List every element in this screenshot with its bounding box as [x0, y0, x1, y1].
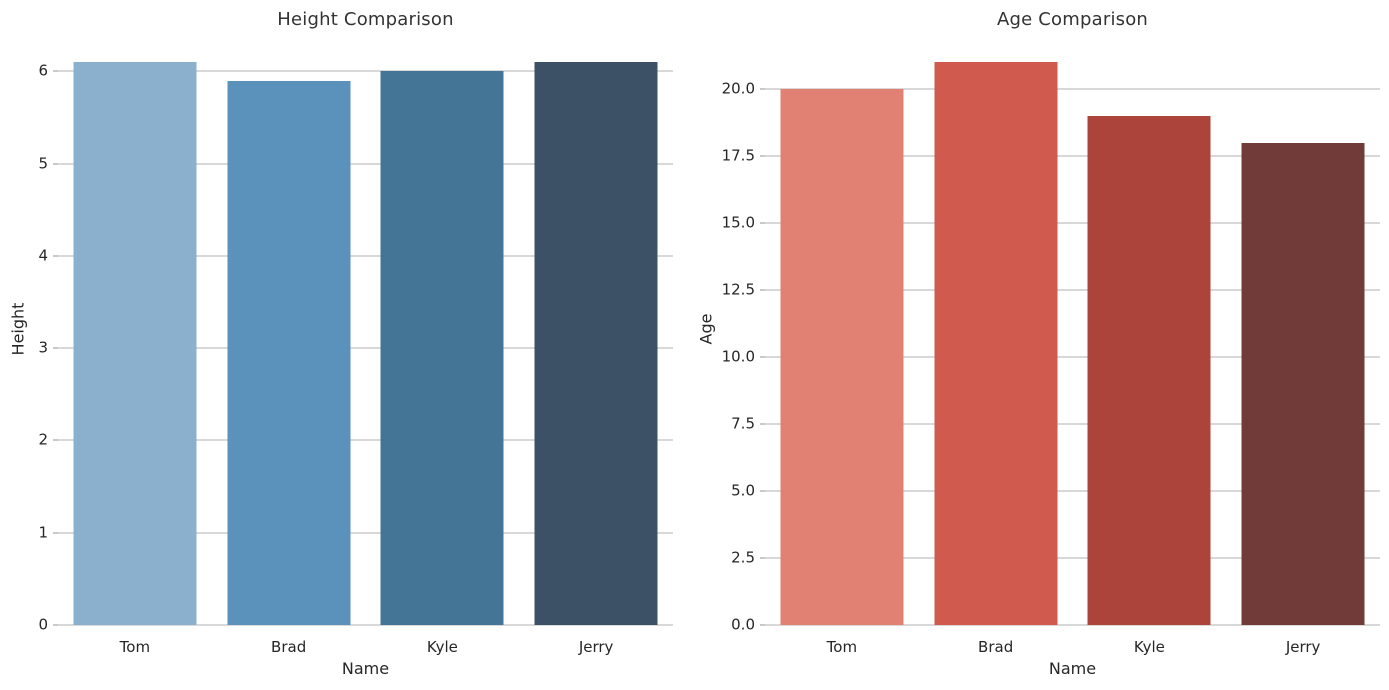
x-tick-label: Tom: [119, 638, 151, 656]
gridline: [58, 439, 673, 442]
bar: [1241, 142, 1365, 625]
x-tick-label: Tom: [826, 638, 858, 656]
y-tick-mark: [53, 439, 58, 442]
gridline: [58, 624, 673, 626]
y-tick-mark: [760, 154, 765, 157]
bar: [380, 71, 504, 625]
y-tick-label: 17.5: [721, 146, 755, 165]
y-tick-label: 4: [38, 246, 48, 265]
gridline: [765, 221, 1380, 224]
gridline: [765, 422, 1380, 425]
plot-area: 0.0 2.5 5.0 7.5 10.0 12.5 15.0 17.5 20.0: [722, 34, 1380, 632]
chart-title: Height Comparison: [277, 9, 454, 30]
y-axis-label: Age: [696, 313, 716, 345]
y-tick-label: 0.0: [731, 615, 755, 634]
gridline: [58, 70, 673, 73]
y-tick-mark: [53, 531, 58, 534]
gridline: [765, 288, 1380, 291]
plot-area: 0 1 2 3 4 5 6: [38, 34, 673, 632]
y-tick-label: 10.0: [721, 347, 755, 366]
gridline: [765, 624, 1380, 626]
y-tick-label: 15.0: [721, 213, 755, 232]
y-tick-label: 5: [38, 154, 48, 173]
gridline: [58, 254, 673, 257]
x-axis-label: Name: [341, 659, 390, 678]
y-tick-mark: [760, 288, 765, 291]
y-tick-label: 20.0: [721, 79, 755, 98]
x-tick-label: Brad: [978, 638, 1014, 656]
y-tick-mark: [53, 70, 58, 73]
y-tick-mark: [760, 221, 765, 224]
y-tick-label: 3: [38, 338, 48, 357]
x-tick-labels: Tom Brad Kyle Jerry: [58, 640, 673, 658]
gridline: [765, 489, 1380, 492]
y-tick-label: 0: [38, 615, 48, 634]
bar: [73, 62, 197, 625]
x-tick-label: Jerry: [578, 638, 614, 656]
y-tick-label: 1: [38, 523, 48, 542]
y-tick-mark: [760, 556, 765, 559]
age-comparison-chart: Age Comparison Age 0.0 2.5 5.0 7.5 10.0 12.5 1…: [694, 0, 1389, 690]
chart-title: Age Comparison: [996, 9, 1149, 30]
gridline: [58, 162, 673, 165]
y-tick-label: 2: [38, 430, 48, 449]
gridline: [765, 87, 1380, 90]
bar: [227, 80, 351, 625]
y-tick-label: 5.0: [731, 481, 755, 500]
y-tick-mark: [53, 624, 58, 626]
y-tick-mark: [53, 254, 58, 257]
x-tick-label: Brad: [271, 638, 307, 656]
y-axis-label: Height: [8, 302, 28, 356]
y-tick-label: 2.5: [731, 548, 755, 567]
gridline: [765, 355, 1380, 358]
y-tick-label: 7.5: [731, 414, 755, 433]
y-tick-mark: [760, 624, 765, 626]
x-tick-labels: Tom Brad Kyle Jerry: [765, 640, 1380, 658]
y-tick-mark: [760, 87, 765, 90]
y-tick-mark: [53, 162, 58, 165]
gridline: [58, 531, 673, 534]
y-tick-label: 6: [38, 61, 48, 80]
height-comparison-chart: Height Comparison Height 0 1 2 3 4 5 6 Tom Brad…: [0, 0, 694, 690]
gridline: [58, 347, 673, 350]
y-tick-mark: [53, 347, 58, 350]
bar: [534, 62, 658, 625]
bar: [934, 62, 1058, 625]
y-tick-mark: [760, 489, 765, 492]
x-axis-label: Name: [1048, 659, 1097, 678]
x-tick-label: Kyle: [1133, 638, 1165, 656]
x-tick-label: Jerry: [1285, 638, 1321, 656]
gridline: [765, 556, 1380, 559]
y-tick-mark: [760, 355, 765, 358]
x-tick-label: Kyle: [426, 638, 458, 656]
bar: [1087, 115, 1211, 625]
bar: [780, 88, 904, 625]
gridline: [765, 154, 1380, 157]
y-tick-mark: [760, 422, 765, 425]
y-tick-label: 12.5: [721, 280, 755, 299]
